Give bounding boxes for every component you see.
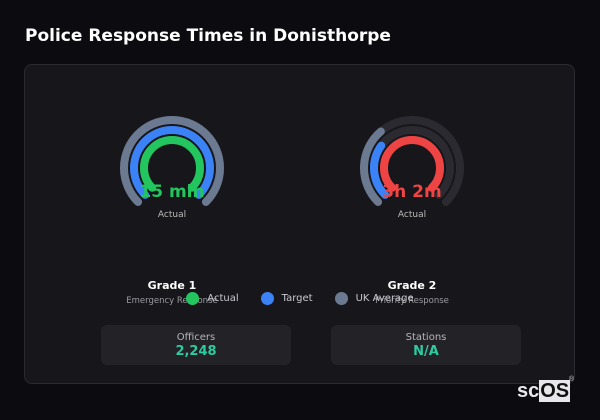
scos-logo: scOS ® bbox=[517, 376, 574, 403]
gauge-name: Grade 1 bbox=[147, 279, 197, 292]
legend-item-actual: Actual bbox=[186, 292, 239, 305]
actual-label: Actual bbox=[157, 210, 187, 220]
stat-value: 2,248 bbox=[175, 344, 217, 359]
actual-value: 15 min bbox=[139, 182, 205, 202]
actual-label: Actual bbox=[397, 210, 427, 220]
target-dot-icon bbox=[260, 292, 274, 305]
actual-value: 3h 2m bbox=[382, 182, 442, 202]
gauge-description: Emergency Response bbox=[126, 296, 218, 306]
gauge-description: Priority Response bbox=[375, 296, 449, 306]
legend-item-target: Target bbox=[260, 292, 313, 305]
uk-average-dot-icon bbox=[334, 292, 348, 305]
legend-label: Target bbox=[281, 293, 313, 304]
gauge-grade-1: 15 min Actual Grade 1 Emergency Response bbox=[102, 100, 242, 306]
stat-value: N/A bbox=[413, 344, 439, 359]
stat-stations: Stations N/A bbox=[331, 325, 521, 365]
gauge-grade-2: 3h 2m Actual Grade 2 Priority Response bbox=[342, 100, 482, 306]
actual-arc bbox=[140, 136, 204, 192]
logo-sc: sc bbox=[517, 380, 540, 402]
radial-gauge-grade-1 bbox=[120, 116, 224, 206]
stat-label: Stations bbox=[405, 332, 447, 343]
logo-os: OS bbox=[539, 380, 571, 402]
actual-arc bbox=[380, 136, 444, 192]
uk-average-arc bbox=[120, 116, 224, 206]
registered-mark-icon: ® bbox=[569, 376, 575, 383]
legend: Actual Target UK Average bbox=[0, 292, 600, 305]
legend-item-uk-average: UK Average bbox=[334, 292, 414, 305]
target-arc bbox=[370, 141, 390, 199]
page-title: Police Response Times in Donisthorpe bbox=[25, 26, 391, 46]
target-arc bbox=[130, 126, 214, 199]
gauge-name: Grade 2 bbox=[387, 279, 437, 292]
uk-average-arc bbox=[360, 127, 385, 206]
stat-label: Officers bbox=[176, 332, 216, 343]
radial-gauge-grade-2 bbox=[360, 116, 464, 206]
actual-dot-icon bbox=[186, 292, 200, 305]
stat-officers: Officers 2,248 bbox=[101, 325, 291, 365]
legend-label: Actual bbox=[207, 293, 239, 304]
legend-label: UK Average bbox=[355, 293, 414, 304]
